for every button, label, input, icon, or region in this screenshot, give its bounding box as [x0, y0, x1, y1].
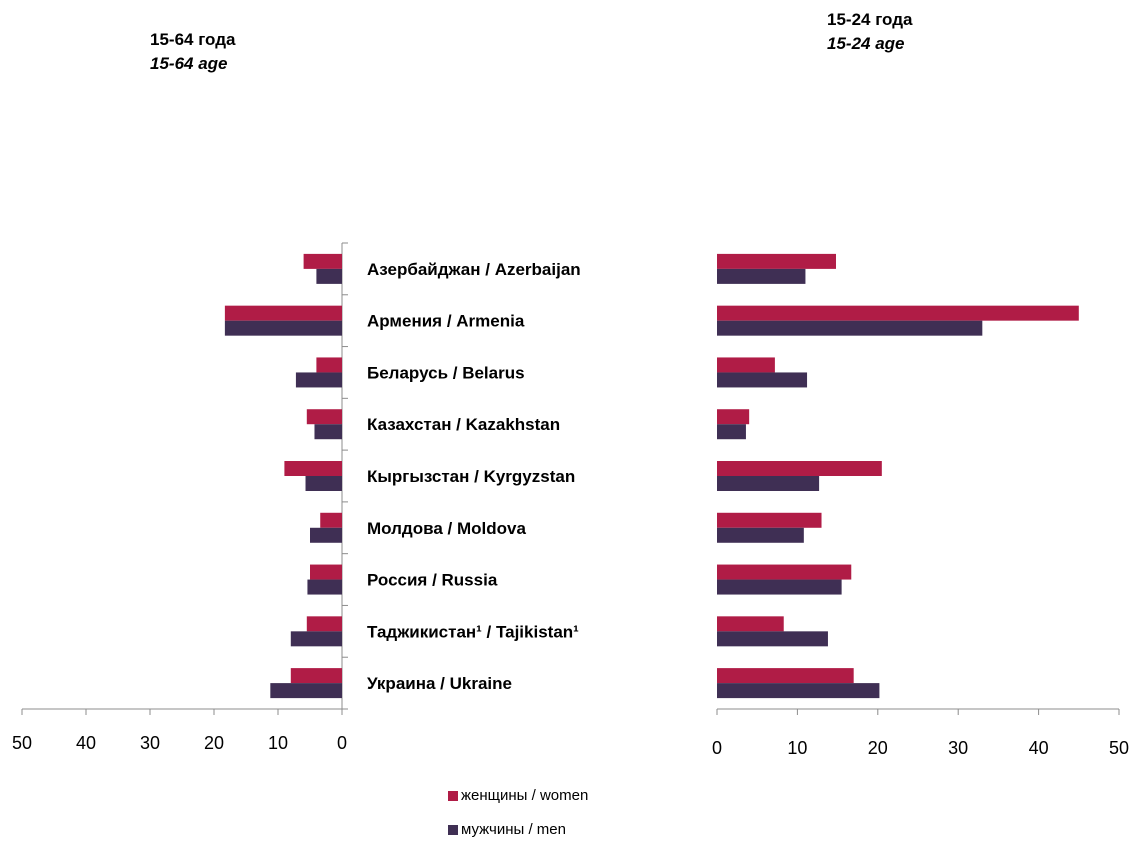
right-bar-men	[717, 320, 983, 336]
right-bar-women	[717, 564, 852, 580]
left-value-tick-label: 0	[337, 733, 347, 753]
right-chart-title: 15-24 года 15-24 age	[827, 8, 912, 56]
left-value-tick-label: 50	[12, 733, 32, 753]
left-bar-men	[224, 320, 342, 336]
right-chart-title-ru: 15-24 года	[827, 10, 913, 29]
legend-swatch-women	[448, 790, 458, 801]
right-bar-women	[717, 253, 836, 269]
right-bar-women	[717, 357, 775, 373]
left-bar-women	[320, 512, 342, 528]
left-value-tick-label: 30	[140, 733, 160, 753]
right-bar-men	[717, 579, 842, 595]
left-bar-women	[306, 616, 342, 632]
category-label: Молдова / Moldova	[367, 519, 526, 538]
right-value-tick-label: 20	[868, 738, 888, 758]
right-bar-men	[717, 683, 880, 699]
left-value-tick-label: 20	[204, 733, 224, 753]
legend-item-women: женщины / women	[448, 787, 588, 804]
left-bar-women	[316, 357, 342, 373]
right-value-tick-label: 10	[787, 738, 807, 758]
category-label: Таджикистан¹ / Tajikistan¹	[367, 622, 579, 641]
left-chart-title-en: 15-64 age	[150, 54, 228, 73]
left-value-tick-label: 10	[268, 733, 288, 753]
right-bar-women	[717, 305, 1079, 321]
right-value-tick-label: 50	[1109, 738, 1129, 758]
category-label: Украина / Ukraine	[367, 674, 512, 693]
left-value-tick-label: 40	[76, 733, 96, 753]
left-bar-women	[306, 409, 342, 425]
left-bar-men	[270, 683, 342, 699]
right-bar-men	[717, 527, 804, 543]
left-bar-women	[224, 305, 342, 321]
left-bar-women	[310, 564, 342, 580]
left-bar-men	[310, 527, 342, 543]
left-chart-title: 15-64 года 15-64 age	[150, 28, 235, 76]
right-bar-women	[717, 616, 784, 632]
right-bar-women	[717, 409, 750, 425]
right-value-tick-label: 30	[948, 738, 968, 758]
legend-swatch-men	[448, 824, 458, 835]
left-bar-men	[305, 476, 342, 491]
legend-item-men: мужчины / men	[448, 821, 566, 838]
right-bar-men	[717, 476, 820, 491]
category-label: Беларусь / Belarus	[367, 363, 525, 382]
left-bar-men	[290, 631, 342, 647]
right-bar-women	[717, 668, 854, 684]
left-bar-men	[316, 268, 342, 284]
left-bar-men	[295, 372, 342, 388]
left-chart-title-ru: 15-64 года	[150, 30, 236, 49]
right-bar-men	[717, 268, 806, 284]
right-bar-women	[717, 461, 882, 476]
category-label: Кыргызстан / Kyrgyzstan	[367, 467, 575, 486]
left-bar-men	[307, 579, 342, 595]
left-bar-women	[284, 461, 342, 476]
right-chart-title-en: 15-24 age	[827, 34, 905, 53]
right-bar-men	[717, 631, 828, 647]
right-bar-women	[717, 512, 822, 528]
left-bar-women	[303, 253, 342, 269]
legend-label-men: мужчины / men	[461, 821, 566, 838]
right-value-tick-label: 40	[1029, 738, 1049, 758]
category-label: Армения / Armenia	[367, 312, 525, 331]
right-bar-men	[717, 424, 746, 440]
left-bar-men	[314, 424, 342, 440]
right-bar-men	[717, 372, 808, 388]
left-bar-women	[290, 668, 342, 684]
category-label: Россия / Russia	[367, 571, 498, 590]
right-value-tick-label: 0	[712, 738, 722, 758]
legend-label-women: женщины / women	[461, 787, 589, 804]
category-label: Азербайджан / Azerbaijan	[367, 260, 581, 279]
category-label: Казахстан / Kazakhstan	[367, 415, 560, 434]
